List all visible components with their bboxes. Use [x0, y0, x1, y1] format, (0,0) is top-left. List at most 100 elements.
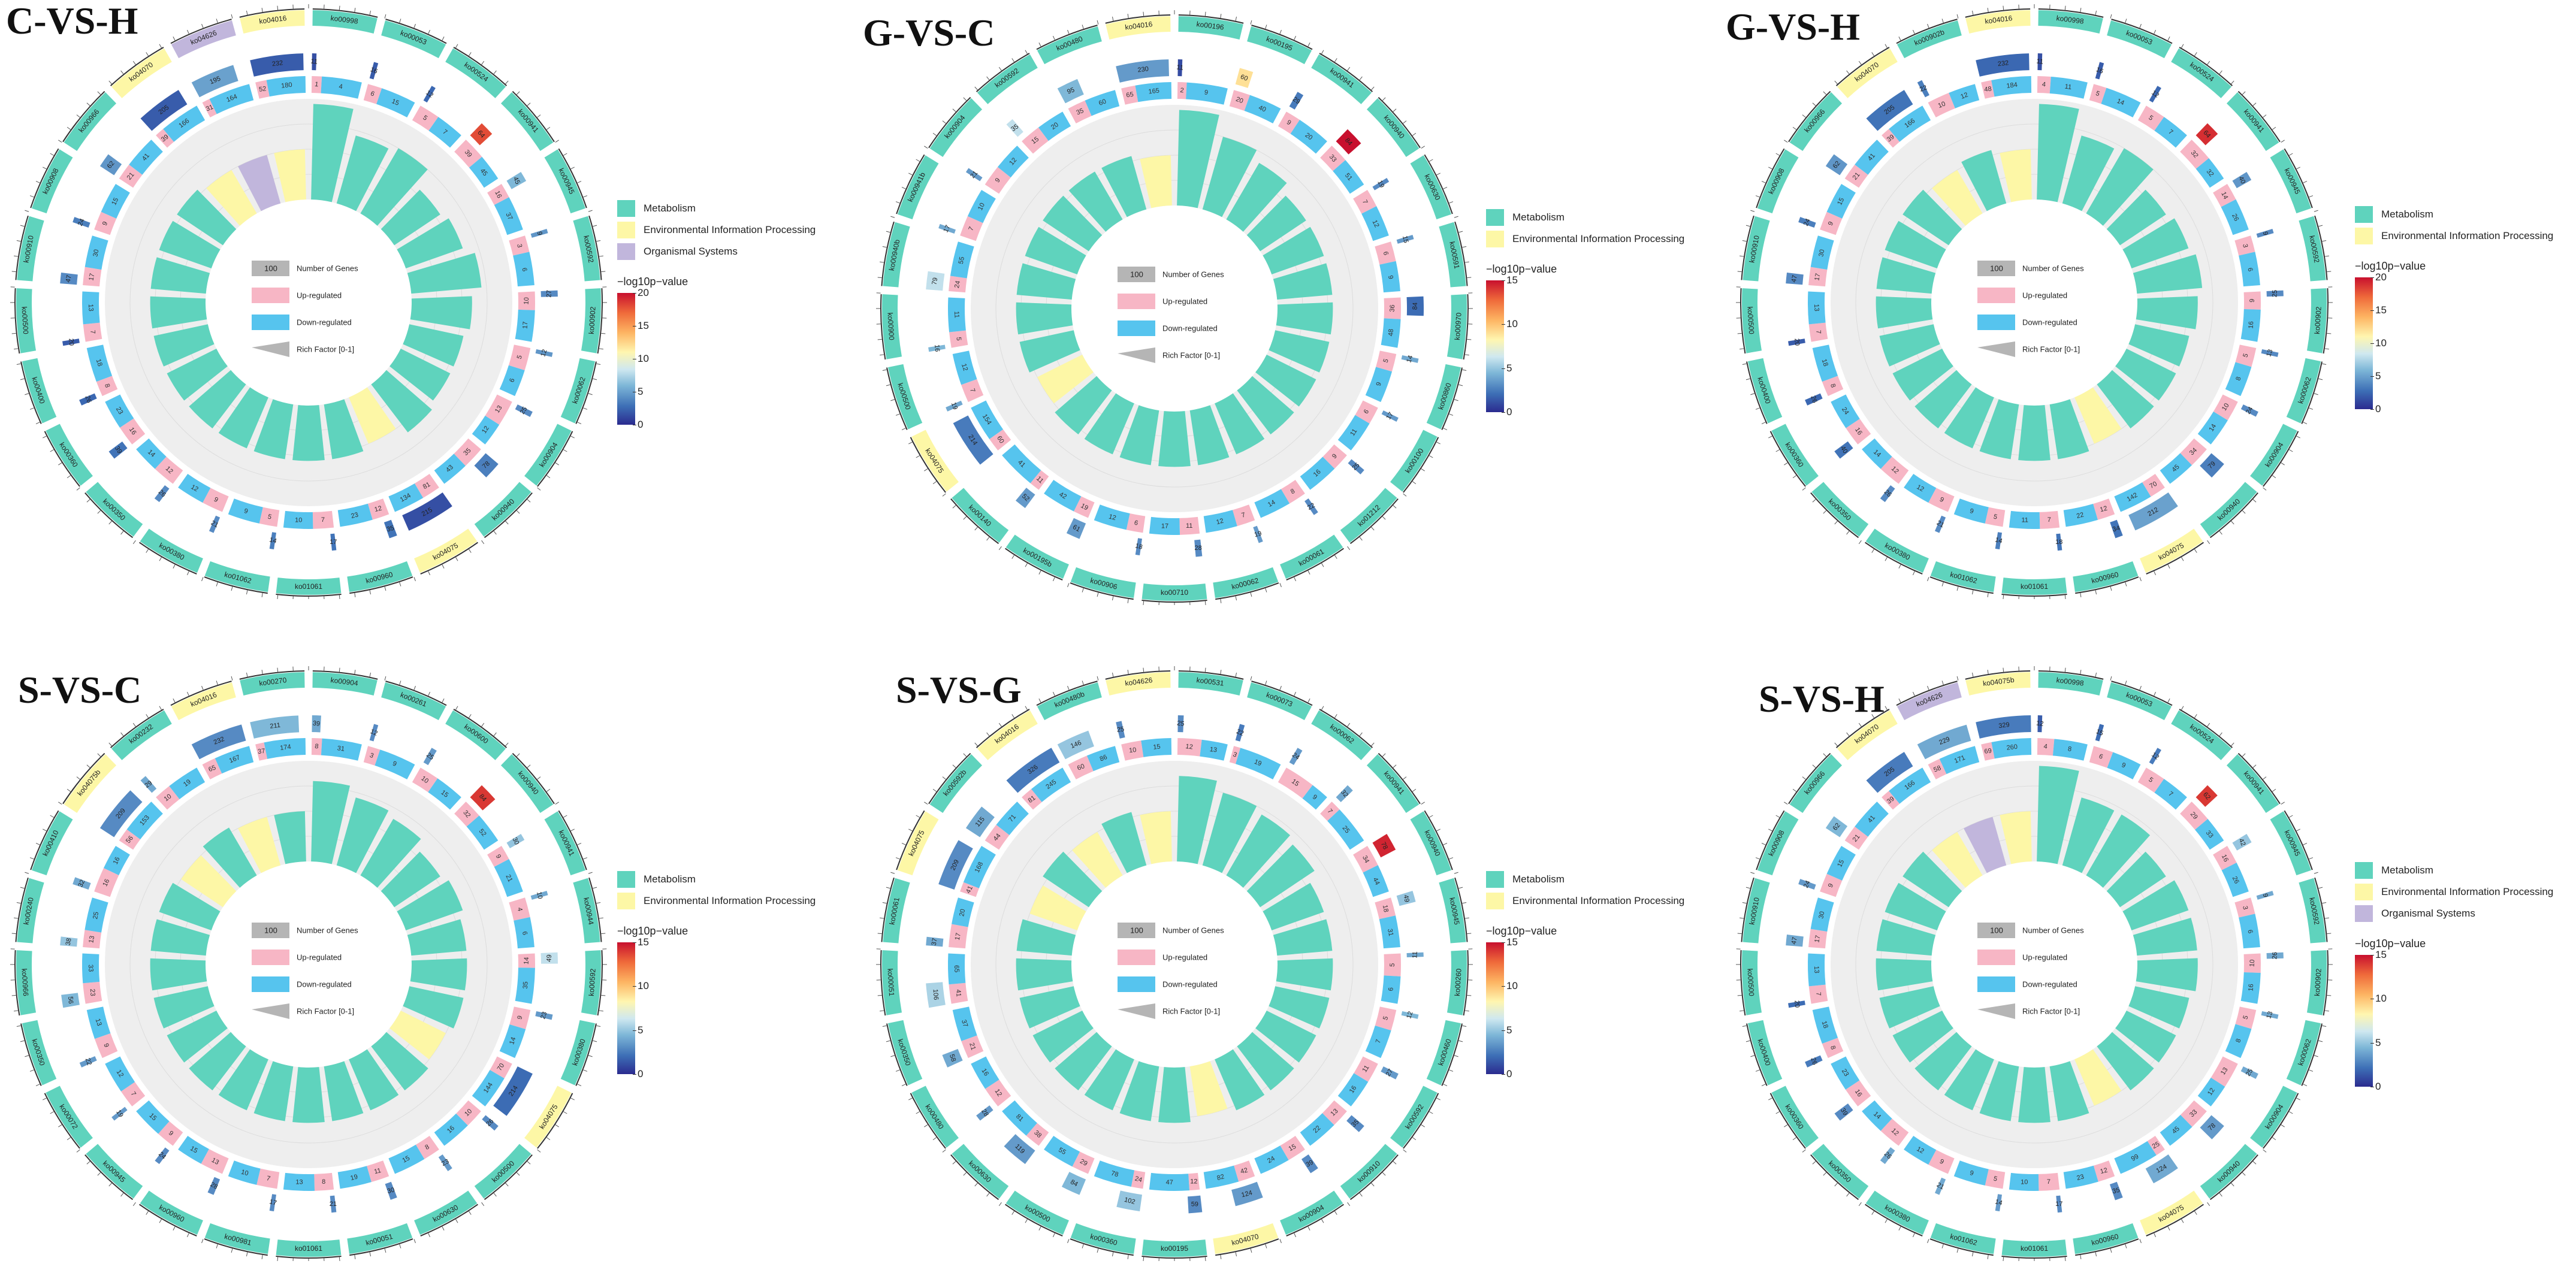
- down-bar: [1290, 120, 1327, 154]
- down-bar: [428, 778, 461, 810]
- legend-label: Metabolism: [644, 873, 696, 885]
- down-bar: [952, 350, 977, 385]
- pvalue-bar: [1066, 518, 1086, 539]
- legend-swatch: [1118, 923, 1155, 938]
- scale-tick: [2327, 332, 2332, 334]
- pvalue-bar: [1235, 68, 1254, 88]
- rich-factor-bar: [2062, 135, 2115, 211]
- gene-count-label: 24: [1802, 879, 1812, 889]
- scale-tick: [2272, 126, 2276, 130]
- gene-count-label: 39: [1839, 1107, 1849, 1117]
- scale-tick: [1204, 11, 1206, 16]
- gene-count-label: 32: [77, 879, 86, 888]
- term-band: [977, 54, 1038, 104]
- pvalue-bar: [1995, 1194, 2002, 1211]
- up-bar: [155, 456, 183, 484]
- scale-tick: [1467, 277, 1472, 279]
- down-bar: [1904, 1136, 1937, 1165]
- legend-swatch: [2355, 905, 2373, 922]
- scale-tick: [963, 516, 967, 520]
- pvalue-bar: [1786, 272, 1804, 285]
- down-bar: [514, 917, 534, 949]
- down-count-label: 24: [1266, 1155, 1276, 1165]
- down-bar: [266, 76, 306, 97]
- scale-tick: [442, 699, 445, 703]
- rich-factor-bar: [189, 1032, 246, 1091]
- scale-tick: [527, 764, 531, 768]
- up-count-label: 15: [1288, 1143, 1298, 1153]
- rich-factor-bar: [336, 797, 389, 873]
- center-legend-text: Up-regulated: [2022, 953, 2067, 961]
- term-band: [911, 430, 959, 492]
- scale-tick: [1812, 102, 1816, 106]
- up-count-label: 7: [1814, 330, 1822, 334]
- gene-count-label: 38: [65, 938, 73, 946]
- up-bar: [202, 99, 217, 117]
- down-count-label: 18: [95, 358, 104, 367]
- pvalue-bar: [99, 790, 143, 837]
- down-count-label: 13: [1813, 304, 1820, 312]
- pvalue-bar: [140, 90, 188, 131]
- rich-factor-bar: [1016, 263, 1076, 300]
- legend-swatch: [1486, 209, 1504, 226]
- term-band: [544, 149, 585, 214]
- gene-count-label: 15: [2095, 728, 2104, 737]
- term-band: [1247, 682, 1312, 721]
- panel-title: S-VS-G: [896, 669, 1022, 711]
- up-bar: [454, 802, 479, 827]
- scale-tick: [1143, 601, 1144, 605]
- term-band: [1865, 528, 1929, 573]
- up-count-label: 7: [1241, 512, 1246, 519]
- scale-tick: [563, 153, 567, 156]
- scale-tick: [1775, 1111, 1780, 1114]
- scale-tick: [468, 549, 472, 553]
- legend-swatch: [1977, 261, 2015, 276]
- up-bar: [2180, 802, 2208, 830]
- down-count-label: 20: [1050, 121, 1060, 131]
- gene-count-label: 28: [209, 1181, 219, 1190]
- scale-arc: [588, 877, 602, 942]
- scale-tick: [1393, 108, 1397, 112]
- scale-tick: [2242, 753, 2246, 757]
- scale-arc: [20, 361, 42, 424]
- rich-factor-bar: [159, 220, 221, 268]
- term-band: [2226, 92, 2279, 152]
- term-band: [32, 811, 73, 876]
- up-count-label: 52: [258, 85, 267, 93]
- scale-tick: [1038, 43, 1041, 47]
- down-count-label: 40: [1258, 104, 1267, 114]
- scale-arc: [2075, 576, 2139, 594]
- scale-tick: [1755, 407, 1760, 410]
- down-bar: [2160, 1114, 2193, 1146]
- term-band: [882, 950, 902, 1015]
- up-count-label: 12: [993, 1088, 1003, 1098]
- scale-tick: [1403, 120, 1407, 124]
- scale-tick: [67, 475, 71, 479]
- down-bar: [101, 183, 130, 219]
- up-bar: [2180, 1100, 2207, 1127]
- legend-swatch: [1977, 288, 2015, 303]
- scale-tick: [2003, 5, 2004, 10]
- gene-count-label: 24: [77, 217, 86, 227]
- scale-arc: [1441, 1023, 1463, 1086]
- down-count-label: 10: [240, 1169, 249, 1178]
- scale-tick: [974, 742, 978, 746]
- center-legend: 100 Number of GenesUp-regulatedDown-regul…: [1977, 923, 2084, 1019]
- scale-tick: [527, 102, 531, 106]
- scale-tick: [1898, 564, 1901, 569]
- scale-tick: [1403, 776, 1407, 780]
- scale-tick: [1294, 1233, 1297, 1238]
- down-bar: [1254, 489, 1290, 518]
- scale-tick: [1334, 555, 1337, 559]
- scale-tick: [1082, 681, 1084, 685]
- scale-arc: [1378, 752, 1421, 805]
- gene-count-label: 25: [425, 751, 435, 761]
- legend-item: Metabolism: [1486, 207, 1684, 228]
- rich-factor-bar: [380, 851, 440, 908]
- rich-factor-bar: [1255, 354, 1316, 407]
- up-bar: [2147, 1136, 2165, 1156]
- legend-swatch: [1118, 950, 1155, 965]
- rich-factor-bar: [1944, 387, 1994, 449]
- gene-count-label: 17: [268, 1198, 277, 1207]
- gene-count-label: 13: [2265, 349, 2274, 358]
